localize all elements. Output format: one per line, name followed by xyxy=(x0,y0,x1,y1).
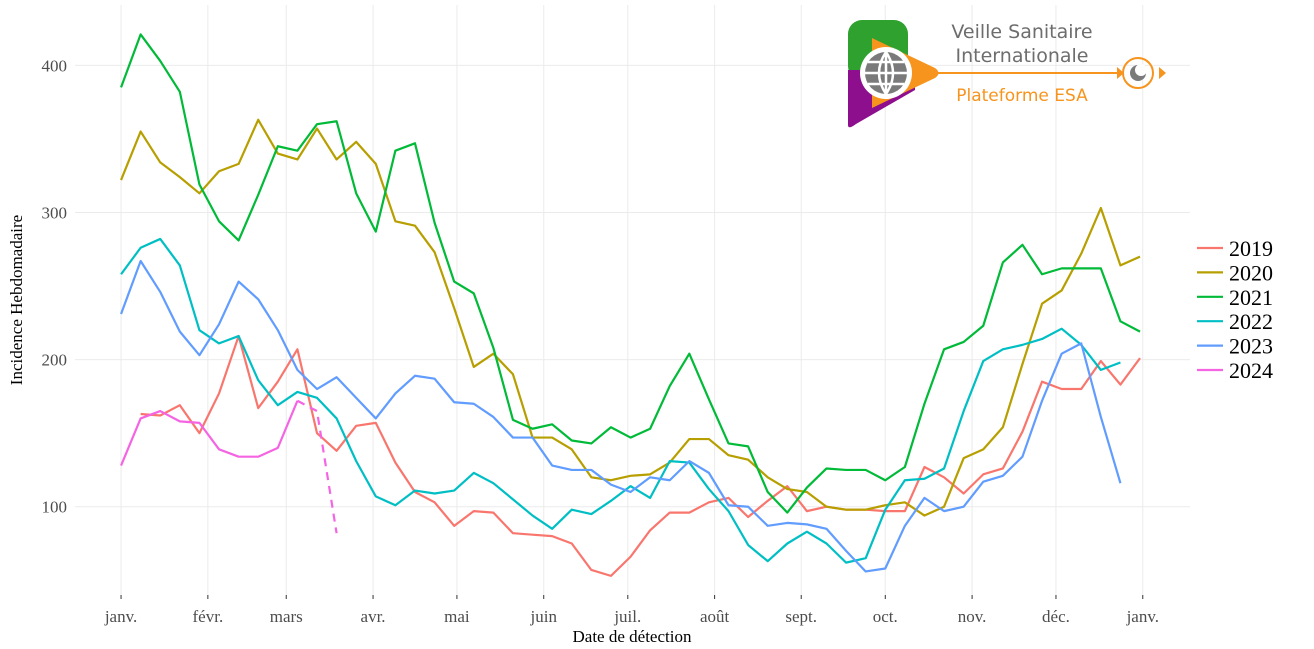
legend-label: 2024 xyxy=(1229,358,1273,383)
y-tick-label: 300 xyxy=(42,203,68,222)
legend-label: 2019 xyxy=(1229,236,1273,261)
legend-label: 2021 xyxy=(1229,285,1273,310)
line xyxy=(120,259,1122,573)
x-tick-label: août xyxy=(700,607,730,626)
line xyxy=(120,237,1121,564)
logo-title: Veille Sanitaire xyxy=(951,21,1092,43)
x-tick-label: mars xyxy=(270,607,303,626)
logo-title: Internationale xyxy=(956,45,1089,67)
logo-globe-lines xyxy=(865,51,907,95)
x-axis-title: Date de détection xyxy=(573,627,692,646)
y-axis-title: Incidence Hebdomadaire xyxy=(7,215,26,385)
x-tick-label: juil. xyxy=(613,607,641,626)
x-tick-label: sept. xyxy=(785,607,817,626)
x-tick-label: nov. xyxy=(958,607,987,626)
x-tick-label: janv. xyxy=(1126,607,1159,626)
line xyxy=(120,118,1141,517)
line xyxy=(140,334,1141,577)
line-dashed xyxy=(296,399,338,534)
x-tick-label: déc. xyxy=(1042,607,1070,626)
line xyxy=(120,400,299,466)
logo-tagline: Plateforme ESA xyxy=(956,86,1088,106)
legend-label: 2020 xyxy=(1229,260,1273,285)
x-tick-label: juin xyxy=(530,607,558,626)
y-tick-label: 400 xyxy=(42,56,68,75)
legend-label: 2022 xyxy=(1229,309,1273,334)
legend-label: 2023 xyxy=(1229,334,1273,359)
grid xyxy=(75,5,1190,595)
x-tick-label: avr. xyxy=(361,607,386,626)
y-tick-label: 200 xyxy=(42,351,68,370)
y-tick-label: 100 xyxy=(42,498,68,517)
x-tick-label: janv. xyxy=(104,607,137,626)
x-tick-label: mai xyxy=(444,607,470,626)
x-tick-label: févr. xyxy=(193,607,224,626)
logo: Veille Sanitaire Internationale Platefor… xyxy=(848,20,1166,128)
logo-moon-cut xyxy=(1135,64,1147,76)
x-tick-label: oct. xyxy=(873,607,898,626)
line xyxy=(120,33,1141,514)
